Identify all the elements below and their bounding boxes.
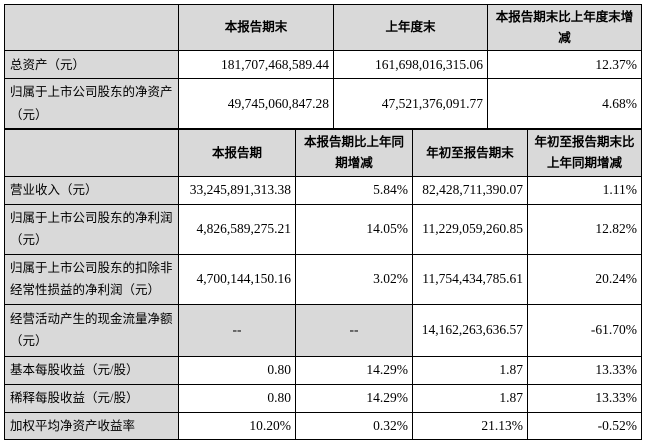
table-row: 归属于上市公司股东的净资产（元） 49,745,060,847.28 47,52… [4,78,642,130]
value-cell: 3.02% [295,253,413,305]
corner-header-cell [4,129,179,177]
value-cell-not-applicable: -- [295,303,413,357]
table-row: 加权平均净资产收益率 10.20% 0.32% 21.13% -0.52% [4,411,642,440]
value-cell: 33,245,891,313.38 [178,175,296,205]
value-cell: 49,745,060,847.28 [178,78,334,130]
value-cell: 14,162,263,636.57 [412,303,528,357]
table-row: 稀释每股收益（元/股） 0.80 14.29% 1.87 13.33% [4,383,642,413]
value-cell: 4,700,144,150.16 [178,253,296,305]
table-row: 总资产（元） 181,707,468,589.44 161,698,016,31… [4,50,642,80]
value-cell: 0.32% [295,411,413,440]
row-label-weighted-avg-roe: 加权平均净资产收益率 [4,411,179,440]
row-label-operating-cash-flow: 经营活动产生的现金流量净额（元） [4,303,179,357]
table-row: 营业收入（元） 33,245,891,313.38 5.84% 82,428,7… [4,175,642,205]
column-header-year-to-date: 年初至报告期末 [412,129,528,177]
value-cell: 14.29% [295,383,413,413]
value-cell: 11,754,434,785.61 [412,253,528,305]
value-cell: 181,707,468,589.44 [178,50,334,80]
value-cell: 20.24% [527,253,642,305]
balance-sheet-summary-table: 本报告期末 上年度末 本报告期末比上年度末增减 总资产（元） 181,707,4… [4,3,642,130]
table-header-row: 本报告期末 上年度末 本报告期末比上年度末增减 [4,3,642,52]
row-label-total-assets: 总资产（元） [4,50,179,80]
value-cell: 12.37% [487,50,642,80]
column-header-prior-year-end: 上年度末 [333,3,488,52]
table-row: 经营活动产生的现金流量净额（元） -- -- 14,162,263,636.57… [4,303,642,357]
value-cell: 0.80 [178,383,296,413]
value-cell: 13.33% [527,383,642,413]
value-cell: 1.11% [527,175,642,205]
column-header-current-period: 本报告期 [178,129,296,177]
column-header-change-vs-same-period: 本报告期比上年同期增减 [295,129,413,177]
column-header-current-period-end: 本报告期末 [178,3,334,52]
value-cell: 4,826,589,275.21 [178,203,296,255]
column-header-ytd-change-vs-same-period: 年初至报告期末比上年同期增减 [527,129,642,177]
value-cell: 14.29% [295,355,413,385]
value-cell: 47,521,376,091.77 [333,78,488,130]
value-cell: 4.68% [487,78,642,130]
table-header-row: 本报告期 本报告期比上年同期增减 年初至报告期末 年初至报告期末比上年同期增减 [4,129,642,177]
value-cell: 10.20% [178,411,296,440]
table-row: 归属于上市公司股东的净利润（元） 4,826,589,275.21 14.05%… [4,203,642,255]
value-cell: 5.84% [295,175,413,205]
value-cell: 14.05% [295,203,413,255]
value-cell-not-applicable: -- [178,303,296,357]
income-statement-summary-table: 本报告期 本报告期比上年同期增减 年初至报告期末 年初至报告期末比上年同期增减 … [4,129,642,440]
row-label-basic-eps: 基本每股收益（元/股） [4,355,179,385]
row-label-net-assets: 归属于上市公司股东的净资产（元） [4,78,179,130]
value-cell: -0.52% [527,411,642,440]
column-header-change-vs-prior-year-end: 本报告期末比上年度末增减 [487,3,642,52]
value-cell: 13.33% [527,355,642,385]
corner-header-cell [4,3,179,52]
value-cell: 0.80 [178,355,296,385]
value-cell: 161,698,016,315.06 [333,50,488,80]
value-cell: 21.13% [412,411,528,440]
value-cell: -61.70% [527,303,642,357]
value-cell: 82,428,711,390.07 [412,175,528,205]
row-label-net-profit-excl-nonrecurring: 归属于上市公司股东的扣除非经常性损益的净利润（元） [4,253,179,305]
value-cell: 11,229,059,260.85 [412,203,528,255]
table-row: 归属于上市公司股东的扣除非经常性损益的净利润（元） 4,700,144,150.… [4,253,642,305]
value-cell: 1.87 [412,383,528,413]
table-row: 基本每股收益（元/股） 0.80 14.29% 1.87 13.33% [4,355,642,385]
row-label-net-profit: 归属于上市公司股东的净利润（元） [4,203,179,255]
row-label-diluted-eps: 稀释每股收益（元/股） [4,383,179,413]
value-cell: 1.87 [412,355,528,385]
row-label-operating-revenue: 营业收入（元） [4,175,179,205]
value-cell: 12.82% [527,203,642,255]
